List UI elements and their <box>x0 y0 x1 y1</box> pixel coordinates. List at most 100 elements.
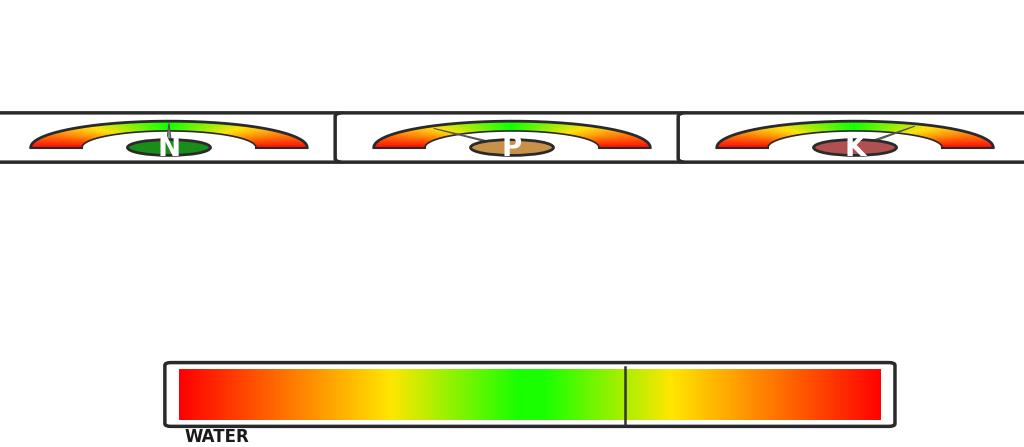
Polygon shape <box>155 121 162 131</box>
Polygon shape <box>876 122 891 131</box>
Polygon shape <box>251 139 300 143</box>
Bar <box>618 369 622 420</box>
Polygon shape <box>758 128 795 136</box>
Bar <box>773 369 775 420</box>
Bar <box>425 369 427 420</box>
Polygon shape <box>494 121 503 131</box>
Polygon shape <box>223 127 259 135</box>
Polygon shape <box>755 129 794 136</box>
Polygon shape <box>180 122 190 131</box>
Bar <box>438 369 441 420</box>
Polygon shape <box>841 121 848 131</box>
Polygon shape <box>790 124 815 133</box>
FancyBboxPatch shape <box>0 113 346 162</box>
Polygon shape <box>940 141 990 144</box>
Bar <box>664 369 666 420</box>
Polygon shape <box>763 127 799 135</box>
Polygon shape <box>162 121 167 131</box>
Bar <box>467 369 469 420</box>
Bar <box>455 369 458 420</box>
Bar <box>230 369 233 420</box>
Polygon shape <box>928 133 973 139</box>
Bar <box>680 369 682 420</box>
Bar <box>565 369 567 420</box>
Bar <box>782 369 784 420</box>
Polygon shape <box>67 129 105 136</box>
Polygon shape <box>389 135 435 140</box>
Polygon shape <box>596 141 646 143</box>
Polygon shape <box>383 137 431 142</box>
Bar <box>593 369 595 420</box>
Bar <box>626 369 628 420</box>
Bar <box>376 369 378 420</box>
Polygon shape <box>844 121 851 131</box>
Bar <box>540 369 542 420</box>
Polygon shape <box>248 136 295 141</box>
Polygon shape <box>126 122 144 132</box>
Polygon shape <box>717 146 768 147</box>
Polygon shape <box>209 124 234 133</box>
Polygon shape <box>750 130 791 137</box>
Polygon shape <box>490 122 501 131</box>
Polygon shape <box>44 135 91 140</box>
Bar <box>745 369 748 420</box>
Bar <box>256 369 259 420</box>
Bar <box>458 369 460 420</box>
Bar <box>710 369 713 420</box>
Bar <box>740 369 742 420</box>
Polygon shape <box>191 122 208 131</box>
Polygon shape <box>900 125 931 134</box>
Bar <box>853 369 855 420</box>
Bar <box>188 369 190 420</box>
Polygon shape <box>889 123 911 132</box>
Bar <box>644 369 647 420</box>
Bar <box>523 369 525 420</box>
Polygon shape <box>236 131 276 137</box>
Bar <box>722 369 724 420</box>
Polygon shape <box>173 121 180 131</box>
Bar <box>591 369 593 420</box>
Bar <box>780 369 782 420</box>
Polygon shape <box>878 122 894 131</box>
Polygon shape <box>229 128 266 136</box>
Bar <box>708 369 710 420</box>
Polygon shape <box>31 145 82 147</box>
Polygon shape <box>169 121 173 131</box>
Bar <box>383 369 385 420</box>
Polygon shape <box>592 137 640 141</box>
Bar <box>270 369 272 420</box>
Polygon shape <box>404 131 445 137</box>
Bar <box>729 369 731 420</box>
Polygon shape <box>521 121 530 131</box>
Polygon shape <box>936 138 985 142</box>
Bar <box>804 369 806 420</box>
Polygon shape <box>539 122 558 132</box>
Polygon shape <box>806 122 826 132</box>
Polygon shape <box>51 133 96 139</box>
Polygon shape <box>880 122 898 132</box>
Bar <box>317 369 319 420</box>
Bar <box>385 369 387 420</box>
Bar <box>181 369 184 420</box>
Bar <box>656 369 658 420</box>
Polygon shape <box>256 145 307 146</box>
Bar <box>289 369 292 420</box>
Polygon shape <box>394 133 439 139</box>
Polygon shape <box>254 141 304 144</box>
Polygon shape <box>41 137 89 141</box>
Bar <box>768 369 771 420</box>
Polygon shape <box>725 138 774 142</box>
Polygon shape <box>74 128 111 135</box>
Polygon shape <box>256 145 307 147</box>
Bar <box>228 369 230 420</box>
Bar <box>668 369 671 420</box>
Bar <box>850 369 853 420</box>
Bar <box>876 369 879 420</box>
Polygon shape <box>590 135 637 140</box>
Polygon shape <box>63 130 104 137</box>
Bar <box>179 369 181 420</box>
Bar <box>839 369 841 420</box>
Bar <box>759 369 762 420</box>
Polygon shape <box>941 144 992 146</box>
Bar <box>537 369 540 420</box>
